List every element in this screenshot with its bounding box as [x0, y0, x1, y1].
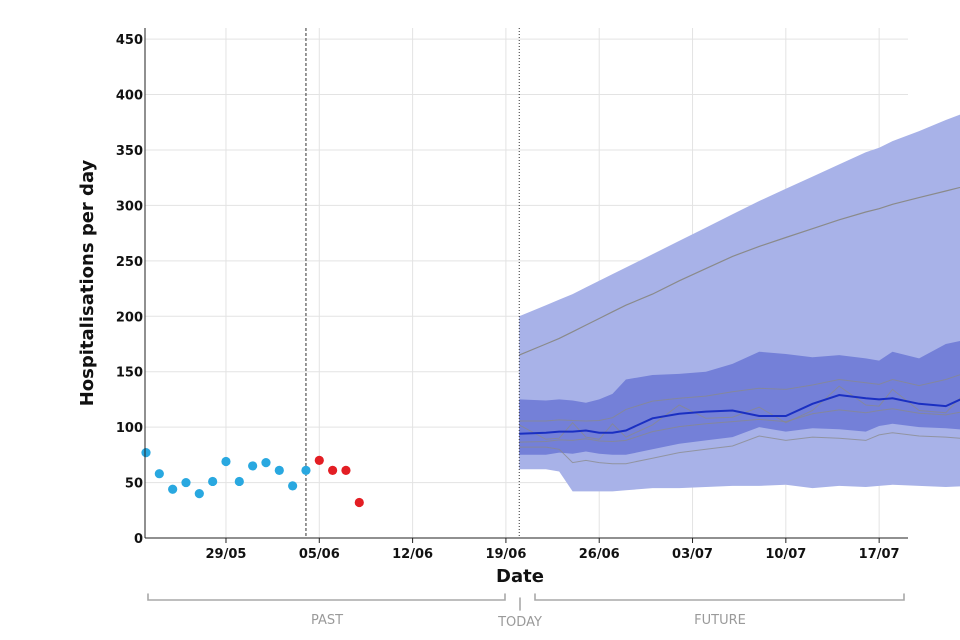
median-forecast-line: [519, 393, 960, 435]
y-tick-label: 350: [116, 144, 143, 159]
y-tick-label: 250: [116, 255, 143, 270]
y-tick-label: 150: [116, 366, 143, 381]
timeline-bracket: PAST TODAY FUTURE: [147, 593, 905, 630]
x-tick-label: 26/06: [579, 547, 620, 562]
sample-trajectory-line: [519, 432, 960, 465]
observed-point-blue: [248, 461, 258, 471]
y-tick-label: 400: [116, 89, 143, 104]
y-tick-labels: 0 50 100 150 200 250 300 350 400 450: [116, 33, 143, 547]
y-tick-label: 200: [116, 310, 143, 325]
x-tick-labels: 29/05 05/06 12/06 19/06 26/06 03/07 10/07 17/07: [206, 538, 900, 562]
x-tick-label: 05/06: [299, 547, 340, 562]
inner-uncertainty-band: [519, 341, 960, 455]
y-tick-label: 300: [116, 199, 143, 214]
x-tick-label: 12/06: [392, 547, 433, 562]
observed-point-red: [341, 465, 351, 475]
upper-trajectory-line: [518, 186, 960, 356]
sample-trajectories: [518, 186, 960, 465]
y-axis-title: Hospitalisations per day: [77, 159, 98, 406]
x-tick-label: 03/07: [672, 547, 713, 562]
past-label: PAST: [311, 613, 343, 628]
observed-point-red: [328, 465, 338, 475]
sample-trajectory-line: [519, 374, 960, 422]
observed-point-blue: [261, 458, 271, 468]
past-bracket: [147, 593, 506, 601]
observed-point-blue: [301, 465, 311, 475]
observed-point-blue: [221, 456, 231, 467]
observed-point-blue: [181, 477, 191, 488]
observed-point-blue: [288, 481, 298, 491]
future-bracket: [534, 593, 905, 601]
observed-point-blue: [194, 489, 204, 499]
vertical-markers: [305, 28, 520, 538]
y-tick-label: 100: [116, 421, 143, 436]
x-tick-label: 10/07: [765, 547, 806, 562]
y-tick-label: 0: [134, 532, 143, 547]
y-tick-label: 450: [116, 33, 143, 48]
forecast-bands: [519, 114, 960, 492]
observed-point-blue: [208, 476, 218, 487]
x-tick-label: 17/07: [859, 547, 900, 562]
y-tick-label: 50: [125, 477, 143, 492]
x-axis-title: Date: [496, 566, 544, 587]
observed-point-blue: [274, 465, 284, 475]
observed-point-red: [314, 455, 324, 465]
future-label: FUTURE: [694, 613, 746, 628]
axes: [144, 28, 908, 539]
observed-point-blue: [141, 448, 151, 458]
sample-trajectory-line: [519, 408, 960, 443]
x-tick-label: 29/05: [206, 547, 247, 562]
observed-points: [141, 448, 364, 508]
observed-point-blue: [168, 484, 178, 494]
x-tick-label: 19/06: [485, 547, 526, 562]
observed-point-blue: [234, 476, 244, 487]
observed-point-red: [354, 497, 364, 508]
observed-point-blue: [154, 469, 164, 479]
today-label: TODAY: [497, 615, 542, 630]
sample-trajectory-line: [518, 385, 960, 440]
